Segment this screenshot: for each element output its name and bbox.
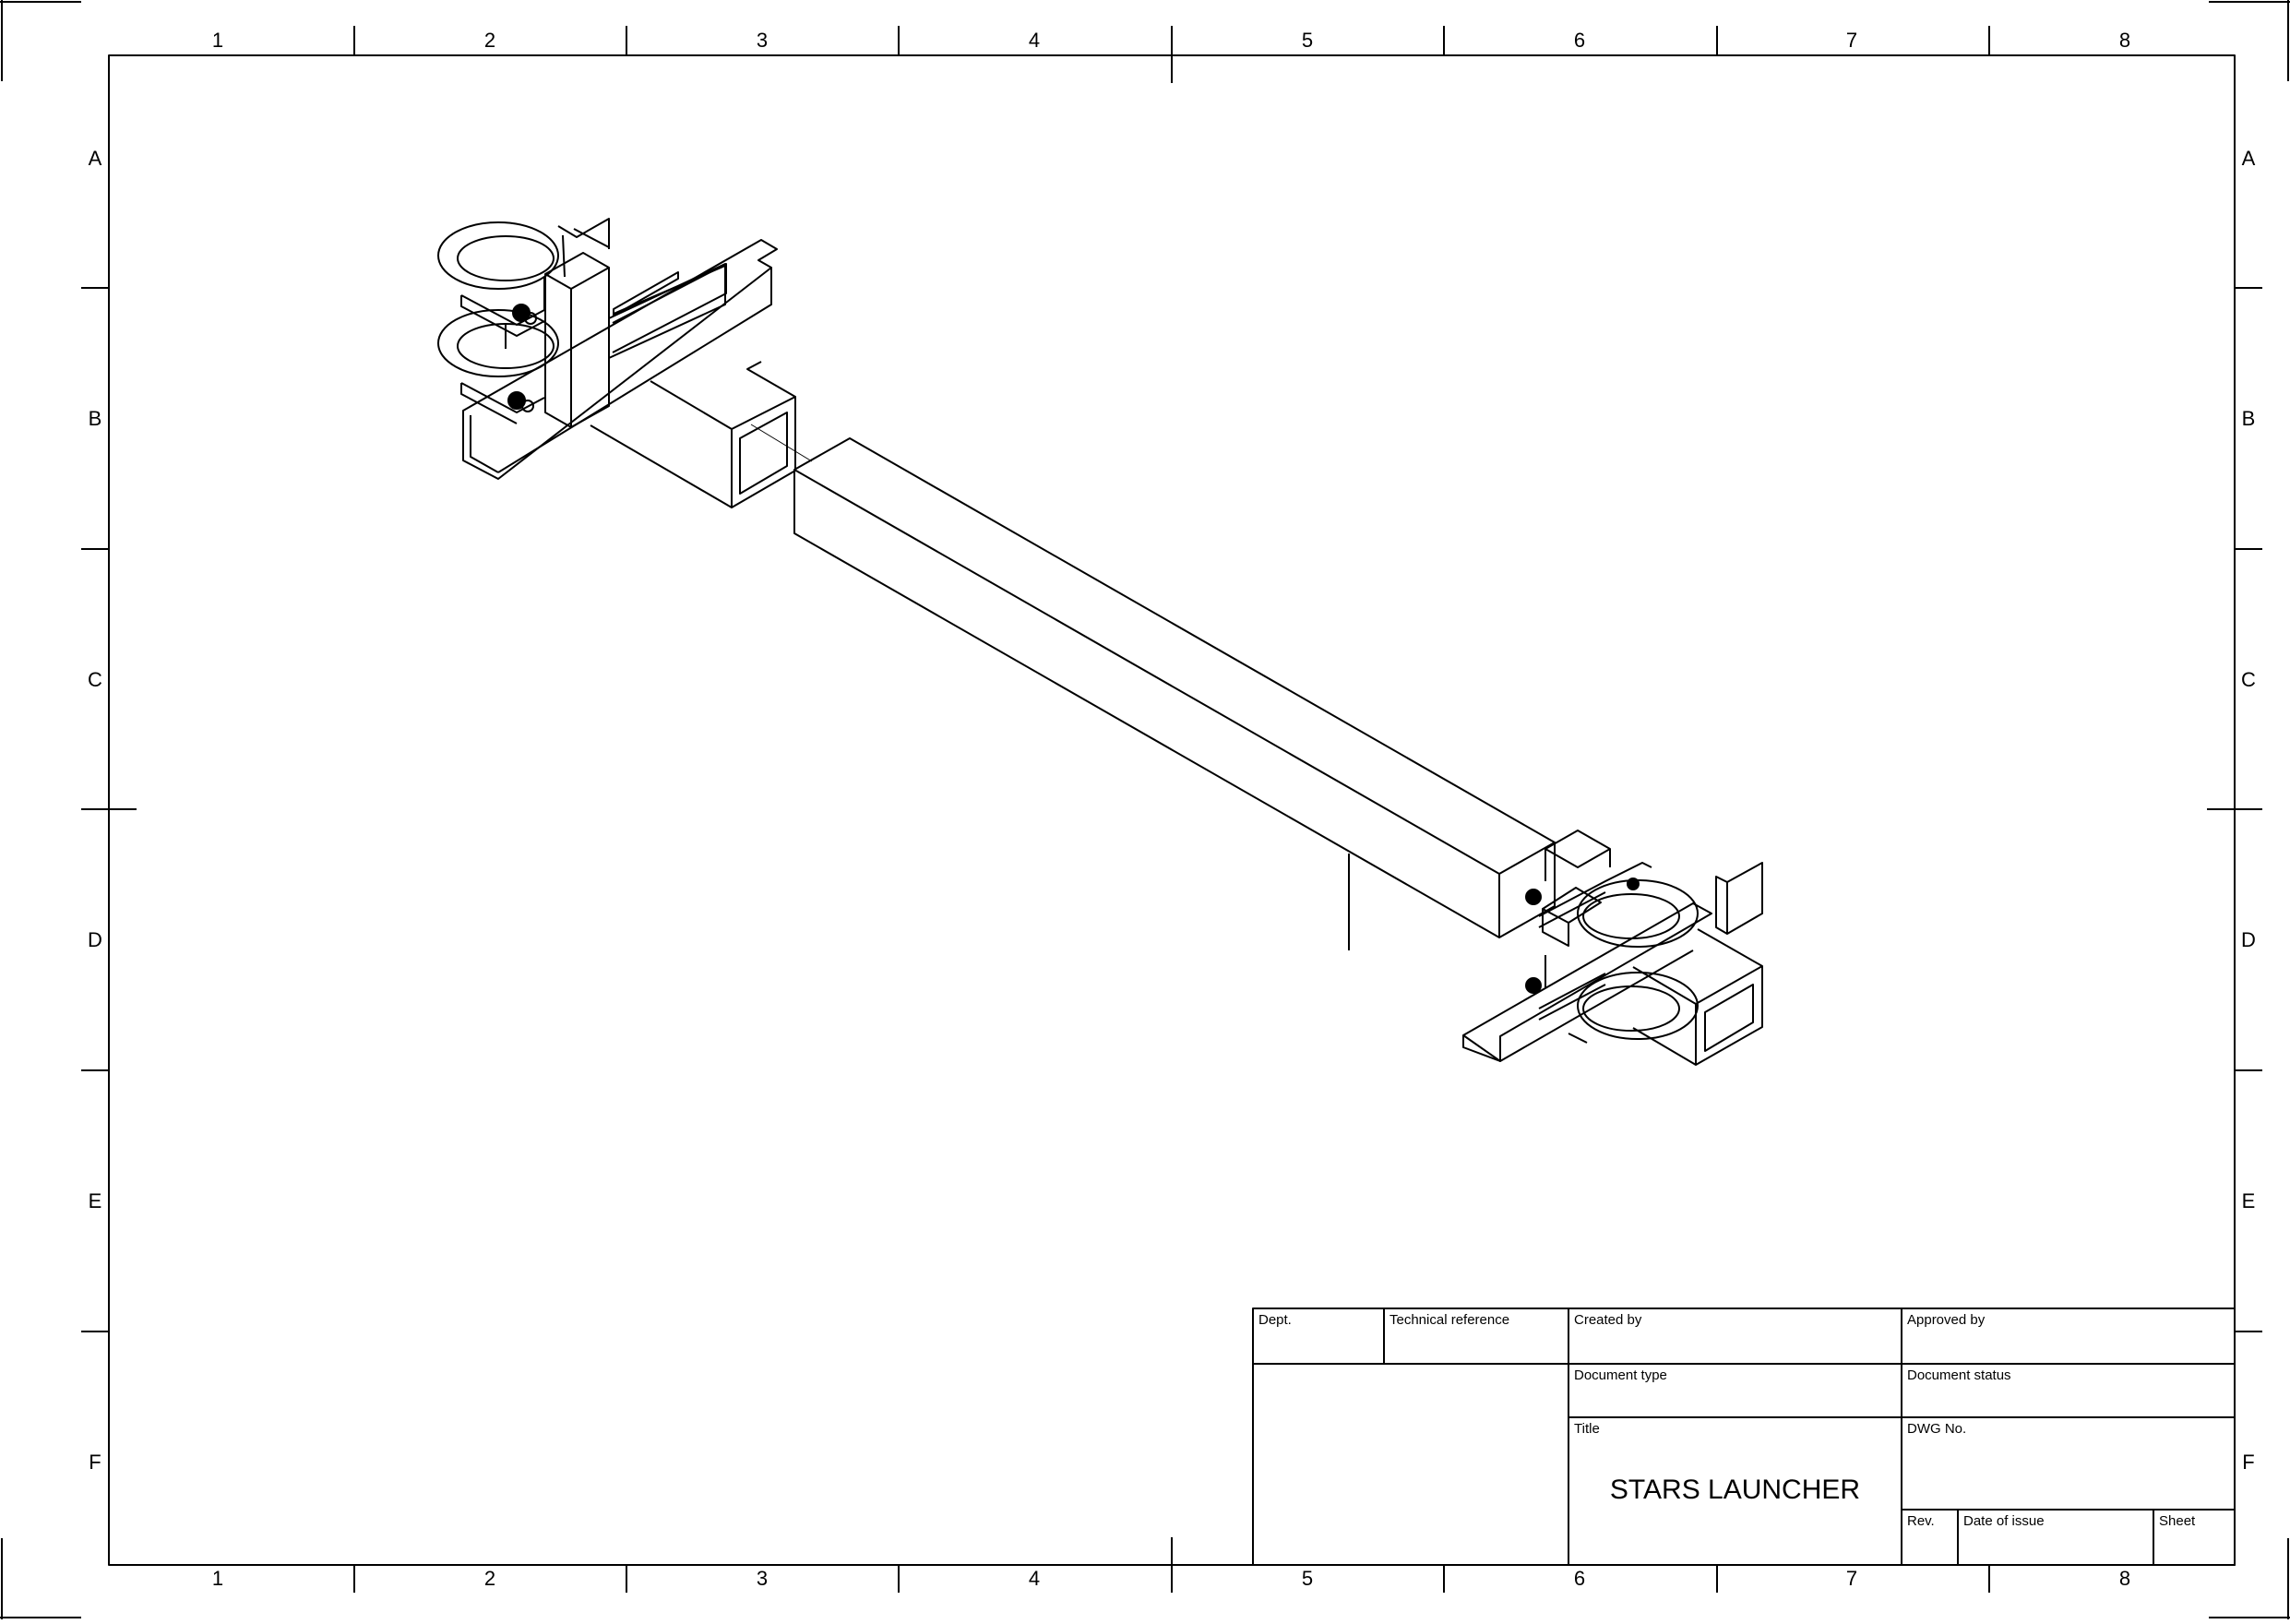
column-label-top-6: 6 [1573, 29, 1586, 52]
title-block-dept: Dept. [1253, 1308, 1384, 1364]
column-label-top-3: 3 [756, 29, 769, 52]
row-label-left-f: F [89, 1451, 101, 1474]
right-angle-bracket [1462, 902, 1712, 1062]
row-label-right-e: E [2241, 1189, 2256, 1212]
column-label-bottom-2: 2 [483, 1567, 496, 1590]
left-clamp-lower [437, 309, 559, 424]
title-block-doc-type: Document type [1568, 1364, 1902, 1417]
right-plate [1715, 862, 1763, 935]
right-clamp-upper [1525, 862, 1699, 948]
left-post [544, 218, 610, 428]
right-clamp-lower [1525, 972, 1699, 1044]
title-block-approved-by: Approved by [1902, 1308, 2235, 1364]
right-connector [1545, 830, 1611, 987]
title-block-grid [1252, 1308, 2236, 1566]
column-label-bottom-5: 5 [1301, 1567, 1314, 1590]
main-beam [750, 424, 1556, 950]
title-block-title: Title STARS LAUNCHER [1568, 1417, 1902, 1565]
column-ticks-bottom [353, 1537, 1990, 1593]
column-ticks-top [353, 26, 1990, 83]
dwg-no-label: DWG No. [1907, 1421, 1967, 1437]
isometric-part [437, 218, 1763, 1066]
column-label-top-8: 8 [2118, 29, 2131, 52]
row-label-left-a: A [88, 147, 102, 170]
right-tube [1632, 928, 1763, 1066]
title-block-dwg-no: DWG No. [1902, 1417, 2235, 1510]
column-label-bottom-3: 3 [756, 1567, 769, 1590]
row-label-right-c: C [2241, 668, 2256, 691]
date-of-issue-label: Date of issue [1963, 1513, 2045, 1529]
row-label-left-c: C [88, 668, 102, 691]
column-label-top-5: 5 [1301, 29, 1314, 52]
row-label-right-d: D [2241, 928, 2256, 951]
rev-label: Rev. [1907, 1513, 1935, 1529]
column-label-top-7: 7 [1845, 29, 1858, 52]
row-label-right-b: B [2241, 407, 2256, 430]
column-label-top-4: 4 [1028, 29, 1041, 52]
row-ticks-left [81, 287, 137, 1332]
row-label-left-e: E [88, 1189, 102, 1212]
row-label-right-f: F [2242, 1451, 2255, 1474]
column-label-top-2: 2 [483, 29, 496, 52]
tech-ref-label: Technical reference [1390, 1312, 1510, 1328]
created-by-label: Created by [1574, 1312, 1642, 1328]
sheet-label: Sheet [2159, 1513, 2196, 1529]
dept-label: Dept. [1258, 1312, 1292, 1328]
doc-type-label: Document type [1574, 1367, 1667, 1383]
left-tube [590, 361, 796, 508]
left-rails [612, 263, 727, 353]
drawing-title: STARS LAUNCHER [1609, 1475, 1861, 1505]
column-label-bottom-8: 8 [2118, 1567, 2131, 1590]
column-label-bottom-1: 1 [211, 1567, 224, 1590]
row-label-right-a: A [2241, 147, 2256, 170]
row-ticks-right [2207, 287, 2262, 1332]
title-block-date: Date of issue [1958, 1510, 2153, 1565]
column-label-bottom-6: 6 [1573, 1567, 1586, 1590]
title-block-rev: Rev. [1902, 1510, 1958, 1565]
column-label-bottom-7: 7 [1845, 1567, 1858, 1590]
row-label-left-d: D [88, 928, 102, 951]
title-block-sheet: Sheet [2153, 1510, 2235, 1565]
doc-status-label: Document status [1907, 1367, 2011, 1383]
approved-by-label: Approved by [1907, 1312, 1986, 1328]
title-block-tech-ref: Technical reference [1384, 1308, 1568, 1364]
title-block-created-by: Created by [1568, 1308, 1902, 1364]
column-label-bottom-4: 4 [1028, 1567, 1041, 1590]
title-label: Title [1574, 1421, 1600, 1437]
row-label-left-b: B [88, 407, 102, 430]
title-block-doc-status: Document status [1902, 1364, 2235, 1417]
column-label-top-1: 1 [211, 29, 224, 52]
